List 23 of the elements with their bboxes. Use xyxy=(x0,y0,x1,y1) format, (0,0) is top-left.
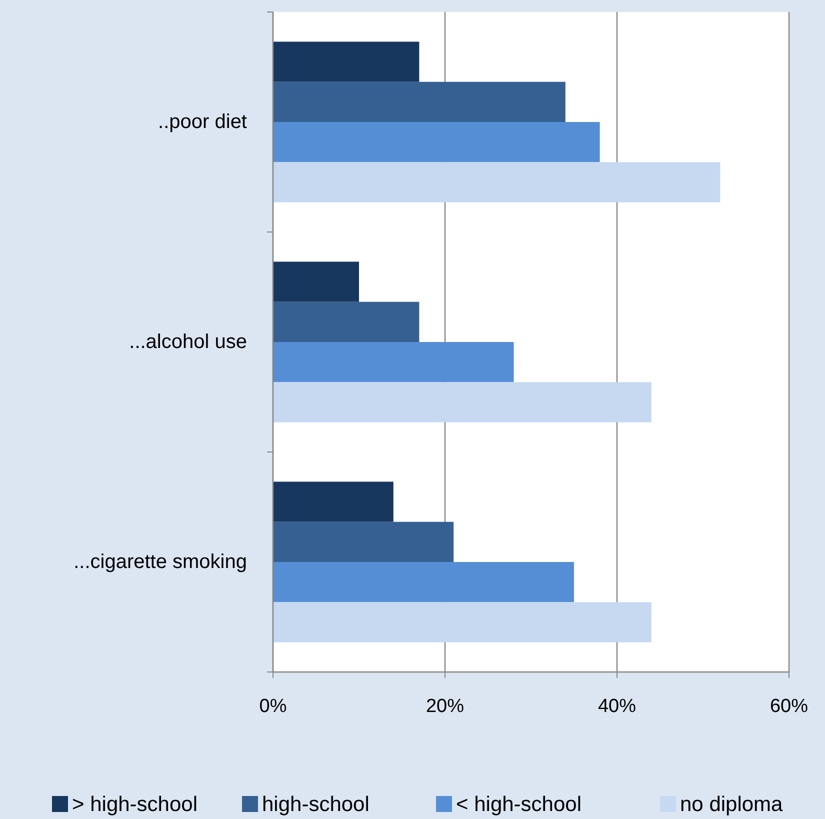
legend-label: high-school xyxy=(262,793,370,816)
bar xyxy=(273,42,420,82)
legend-label: < high-school xyxy=(456,793,582,816)
bar xyxy=(273,162,720,202)
bar xyxy=(273,302,420,342)
bar xyxy=(273,122,600,162)
y-tick-label: ..poor diet xyxy=(158,111,248,133)
legend-label: > high-school xyxy=(72,793,198,816)
bar xyxy=(273,562,574,602)
bar xyxy=(273,382,652,422)
bar xyxy=(273,342,514,382)
bar xyxy=(273,82,566,122)
x-tick-label: 60% xyxy=(770,696,808,717)
y-tick-label: ...cigarette smoking xyxy=(74,551,247,573)
x-tick-label: 40% xyxy=(598,696,636,717)
bar xyxy=(273,522,454,562)
x-tick-label: 0% xyxy=(259,696,287,717)
y-tick-label: ...alcohol use xyxy=(129,331,247,353)
x-tick-label: 20% xyxy=(426,696,464,717)
bar xyxy=(273,482,394,522)
bar xyxy=(273,602,652,642)
legend-label: no diploma xyxy=(680,793,784,816)
bar xyxy=(273,262,359,302)
